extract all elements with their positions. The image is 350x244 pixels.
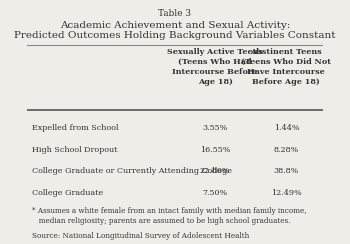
Text: Abstinent Teens
(Teens Who Did Not
Have Intercourse
Before Age 18): Abstinent Teens (Teens Who Did Not Have … — [241, 48, 331, 86]
Text: High School Dropout: High School Dropout — [33, 146, 118, 153]
Text: Predicted Outcomes Holding Background Variables Constant: Predicted Outcomes Holding Background Va… — [14, 31, 336, 40]
Text: 8.28%: 8.28% — [274, 146, 299, 153]
Text: * Assumes a white female from an intact family with median family income,
   med: * Assumes a white female from an intact … — [33, 207, 307, 225]
Text: Table 3: Table 3 — [159, 9, 191, 18]
Text: 22.80%: 22.80% — [200, 167, 230, 175]
Text: 1.44%: 1.44% — [274, 124, 299, 132]
Text: Expelled from School: Expelled from School — [33, 124, 119, 132]
Text: College Graduate: College Graduate — [33, 189, 104, 197]
Text: 7.50%: 7.50% — [202, 189, 228, 197]
Text: Source: National Longitudinal Survey of Adolescent Health: Source: National Longitudinal Survey of … — [33, 232, 250, 240]
Text: Sexually Active Teens
(Teens Who Had
Intercourse Before
Age 18): Sexually Active Teens (Teens Who Had Int… — [167, 48, 263, 86]
Text: College Graduate or Currently Attending College: College Graduate or Currently Attending … — [33, 167, 232, 175]
Text: Academic Achievement and Sexual Activity:: Academic Achievement and Sexual Activity… — [60, 21, 290, 30]
Text: 12.49%: 12.49% — [271, 189, 302, 197]
Text: 3.55%: 3.55% — [202, 124, 228, 132]
Text: 38.8%: 38.8% — [274, 167, 299, 175]
Text: 16.55%: 16.55% — [200, 146, 230, 153]
